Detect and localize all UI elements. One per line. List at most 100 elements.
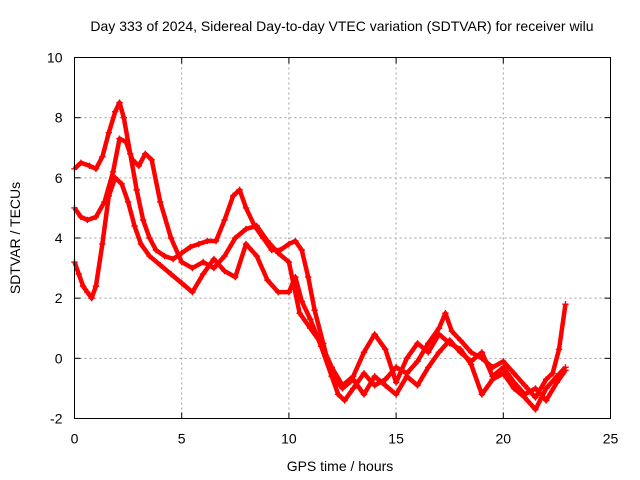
data-point <box>285 240 293 248</box>
data-point <box>178 279 185 287</box>
data-point <box>555 346 563 353</box>
data-point <box>253 222 260 230</box>
data-point <box>442 310 449 317</box>
data-point <box>341 397 348 404</box>
data-point <box>510 385 518 392</box>
data-point <box>435 325 443 332</box>
x-tick-label: 25 <box>603 431 619 447</box>
data-point <box>142 150 149 157</box>
data-point <box>187 243 194 251</box>
data-point <box>86 162 93 169</box>
data-point <box>360 370 368 377</box>
data-point <box>146 252 153 260</box>
data-point <box>116 99 123 106</box>
data-point <box>264 237 271 245</box>
data-point <box>92 165 100 173</box>
data-point <box>221 216 228 224</box>
data-point <box>307 316 314 323</box>
x-tick-label: 0 <box>71 431 79 447</box>
chart-title: Day 333 of 2024, Sidereal Day-to-day VTE… <box>90 18 593 34</box>
data-point <box>264 276 271 284</box>
data-point <box>392 364 400 371</box>
grid <box>74 57 611 419</box>
data-point <box>562 367 569 374</box>
data-point <box>112 174 119 182</box>
data-point <box>148 156 155 163</box>
data-point <box>105 192 113 200</box>
data-point <box>292 273 299 281</box>
data-point <box>317 343 325 350</box>
data-point <box>212 237 220 245</box>
data-point <box>139 216 147 224</box>
data-point <box>232 234 239 242</box>
x-axis-label: GPS time / hours <box>287 458 394 474</box>
data-point <box>189 264 196 272</box>
data-point <box>371 373 378 380</box>
y-tick-label: 10 <box>47 50 63 66</box>
data-point <box>425 364 432 371</box>
data-point <box>109 168 117 176</box>
data-point <box>457 349 464 356</box>
data-point <box>425 340 432 347</box>
data-point <box>118 180 125 188</box>
data-point <box>448 328 456 335</box>
data-point <box>129 156 136 163</box>
data-point <box>335 391 342 398</box>
data-point <box>124 198 132 206</box>
data-point <box>135 162 143 169</box>
data-point <box>311 307 318 314</box>
data-point <box>167 270 175 278</box>
data-point <box>199 270 207 278</box>
data-point <box>521 391 528 398</box>
x-tick-label: 15 <box>388 431 404 447</box>
axis-ticks: 0 5 10 15 20 25 -2 0 2 4 6 8 10 <box>47 50 619 447</box>
data-point <box>371 331 378 338</box>
data-point <box>253 252 260 260</box>
x-tick-label: 10 <box>281 431 297 447</box>
data-point <box>360 349 368 356</box>
data-point <box>199 258 207 266</box>
data-point <box>84 288 91 296</box>
data-point <box>210 264 218 272</box>
data-point <box>350 376 357 383</box>
data-point <box>105 129 113 136</box>
data-point <box>360 391 368 398</box>
data-point <box>99 153 106 160</box>
series-trace-1 <box>71 99 569 404</box>
data-point <box>296 310 303 317</box>
data-point <box>169 255 177 263</box>
data-point <box>236 186 243 194</box>
data-point <box>137 240 145 248</box>
y-tick-label: 2 <box>55 290 63 306</box>
data-point <box>274 249 282 257</box>
data-point <box>242 240 250 248</box>
y-tick-label: 8 <box>55 110 63 126</box>
data-point <box>425 349 432 356</box>
data-point <box>229 192 237 200</box>
data-point <box>350 385 357 392</box>
data-point <box>542 376 550 383</box>
data-point <box>285 258 293 266</box>
data-point <box>457 337 464 344</box>
data-point <box>189 288 196 296</box>
data-point <box>112 108 119 115</box>
data-point <box>392 379 400 386</box>
data-point <box>167 234 175 242</box>
data-point <box>157 261 164 269</box>
data-point <box>500 364 507 371</box>
data-point <box>84 216 91 224</box>
data-point <box>435 331 443 338</box>
data-point <box>242 204 250 212</box>
data-point <box>339 385 346 392</box>
data-point <box>242 225 250 233</box>
data-point <box>274 288 282 296</box>
x-tick-label: 5 <box>178 431 186 447</box>
data-point <box>403 373 411 380</box>
data-point <box>532 385 539 392</box>
series-trace-3 <box>71 174 569 404</box>
data-point <box>489 373 496 380</box>
data-point <box>532 394 539 401</box>
data-point <box>510 379 518 386</box>
data-point <box>414 358 421 365</box>
